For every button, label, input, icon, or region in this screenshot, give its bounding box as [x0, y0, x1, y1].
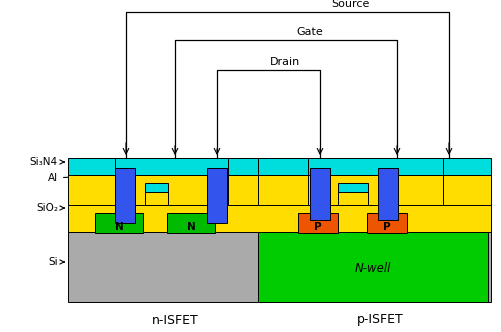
Bar	[298, 213, 338, 233]
Bar	[378, 168, 398, 220]
Text: Source: Source	[331, 0, 369, 9]
Text: N-well: N-well	[355, 262, 391, 275]
Bar	[145, 192, 168, 205]
Text: P: P	[383, 222, 391, 232]
Text: Si₃N4: Si₃N4	[30, 157, 64, 167]
Bar	[367, 213, 407, 233]
Bar	[145, 183, 168, 192]
Bar	[258, 158, 458, 175]
Bar	[258, 175, 308, 205]
Bar	[228, 175, 268, 205]
Text: N: N	[187, 222, 195, 232]
Bar	[338, 192, 368, 205]
Bar	[100, 158, 248, 175]
Bar	[258, 175, 458, 205]
Text: SiO₂: SiO₂	[36, 203, 64, 213]
Bar	[443, 158, 491, 175]
Bar	[167, 213, 215, 233]
Text: P: P	[314, 222, 322, 232]
Text: Gate: Gate	[297, 27, 323, 37]
Bar	[338, 183, 368, 192]
Text: Si: Si	[49, 257, 64, 267]
Bar	[95, 213, 143, 233]
Bar	[68, 175, 115, 205]
Bar	[68, 230, 491, 302]
Bar	[68, 205, 491, 232]
Bar	[68, 158, 115, 175]
Bar	[228, 158, 268, 175]
Text: N: N	[115, 222, 123, 232]
Bar	[100, 175, 248, 205]
Text: n-ISFET: n-ISFET	[152, 313, 198, 326]
Text: Al: Al	[48, 173, 111, 183]
Bar	[258, 158, 308, 175]
Text: Drain: Drain	[270, 57, 300, 67]
Bar	[310, 168, 330, 220]
Text: p-ISFET: p-ISFET	[357, 313, 403, 326]
Bar	[115, 168, 135, 223]
Bar	[207, 168, 227, 223]
Bar	[258, 222, 488, 302]
Bar	[443, 175, 491, 205]
